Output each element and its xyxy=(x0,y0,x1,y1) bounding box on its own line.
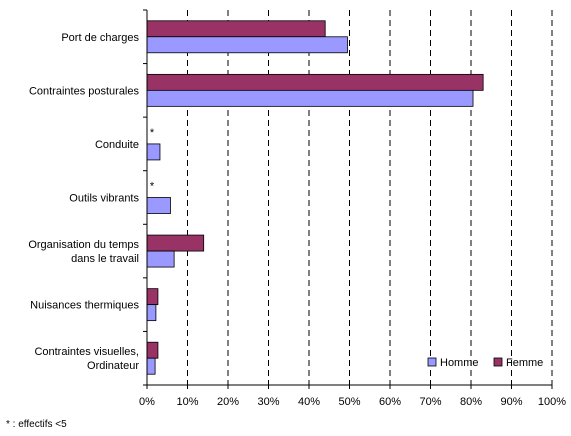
bar-femme xyxy=(146,73,484,91)
category-label: Organisation du temps dans le travail xyxy=(28,239,139,265)
bar-femme xyxy=(146,234,205,252)
category-label: Outils vibrants xyxy=(69,193,139,205)
bar-femme xyxy=(146,341,159,359)
x-tick-label: 0% xyxy=(139,396,155,408)
category-label: Contraintes posturales xyxy=(29,85,140,97)
x-tick-label: 50% xyxy=(338,396,360,408)
bar-homme xyxy=(146,250,175,268)
x-tick-label: 90% xyxy=(500,396,522,408)
vertical-gridlines xyxy=(187,10,553,385)
small-sample-markers: ** xyxy=(150,127,155,193)
bars xyxy=(146,20,484,375)
category-label: Nuisances thermiques xyxy=(30,300,139,312)
bar-homme xyxy=(146,197,171,214)
legend-label-homme: Homme xyxy=(440,357,479,369)
small-sample-marker: * xyxy=(150,181,155,193)
x-tick-label: 20% xyxy=(217,396,239,408)
bar-homme xyxy=(146,89,474,107)
x-tick-label: 80% xyxy=(460,396,482,408)
x-tick-label: 70% xyxy=(419,396,441,408)
x-tick-label: 10% xyxy=(176,396,198,408)
x-tick-labels: 0% 10% 20% 30% 40% 50% 60% 70% 80% 90% 100% xyxy=(139,396,566,408)
bar-homme xyxy=(146,143,161,161)
legend-swatch-homme xyxy=(427,357,437,367)
bar-homme xyxy=(146,357,156,375)
footnote: * : effectifs <5 xyxy=(6,419,67,430)
bar-femme xyxy=(146,20,326,38)
bar-homme xyxy=(146,304,157,322)
x-tick-label: 100% xyxy=(538,396,566,408)
bar-homme xyxy=(146,36,348,54)
legend-label-femme: Femme xyxy=(506,357,543,369)
x-tick-label: 30% xyxy=(257,396,279,408)
legend-swatch-femme xyxy=(493,357,503,367)
bar-femme xyxy=(146,288,159,306)
x-tick-label: 60% xyxy=(379,396,401,408)
axes xyxy=(143,9,553,389)
x-tick-label: 40% xyxy=(298,396,320,408)
category-label: Contraintes visuelles, Ordinateur xyxy=(34,346,139,372)
category-label: Port de charges xyxy=(61,32,139,44)
small-sample-marker: * xyxy=(150,127,155,139)
category-labels: Port de charges Contraintes posturales Con… xyxy=(28,32,139,372)
legend: Homme Femme xyxy=(427,357,543,369)
category-label: Conduite xyxy=(95,139,139,151)
